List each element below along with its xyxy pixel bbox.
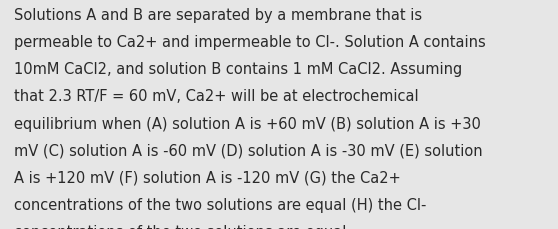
Text: permeable to Ca2+ and impermeable to Cl-. Solution A contains: permeable to Ca2+ and impermeable to Cl-… bbox=[14, 35, 485, 50]
Text: concentrations of the two solutions are equal: concentrations of the two solutions are … bbox=[14, 224, 347, 229]
Text: concentrations of the two solutions are equal (H) the Cl-: concentrations of the two solutions are … bbox=[14, 197, 426, 212]
Text: 10mM CaCl2, and solution B contains 1 mM CaCl2. Assuming: 10mM CaCl2, and solution B contains 1 mM… bbox=[14, 62, 462, 77]
Text: Solutions A and B are separated by a membrane that is: Solutions A and B are separated by a mem… bbox=[14, 8, 422, 23]
Text: mV (C) solution A is -60 mV (D) solution A is -30 mV (E) solution: mV (C) solution A is -60 mV (D) solution… bbox=[14, 143, 483, 158]
Text: equilibrium when (A) solution A is +60 mV (B) solution A is +30: equilibrium when (A) solution A is +60 m… bbox=[14, 116, 481, 131]
Text: A is +120 mV (F) solution A is -120 mV (G) the Ca2+: A is +120 mV (F) solution A is -120 mV (… bbox=[14, 170, 401, 185]
Text: that 2.3 RT/F = 60 mV, Ca2+ will be at electrochemical: that 2.3 RT/F = 60 mV, Ca2+ will be at e… bbox=[14, 89, 418, 104]
